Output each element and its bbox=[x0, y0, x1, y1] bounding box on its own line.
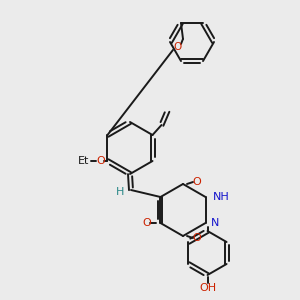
Text: O: O bbox=[193, 233, 201, 243]
Text: OH: OH bbox=[199, 283, 216, 293]
Text: H: H bbox=[116, 187, 124, 197]
Text: O: O bbox=[193, 177, 201, 187]
Text: O: O bbox=[173, 42, 181, 52]
Text: NH: NH bbox=[212, 192, 229, 202]
Text: Et: Et bbox=[78, 156, 89, 166]
Text: O: O bbox=[96, 156, 105, 166]
Text: O: O bbox=[142, 218, 151, 228]
Text: N: N bbox=[211, 218, 219, 228]
